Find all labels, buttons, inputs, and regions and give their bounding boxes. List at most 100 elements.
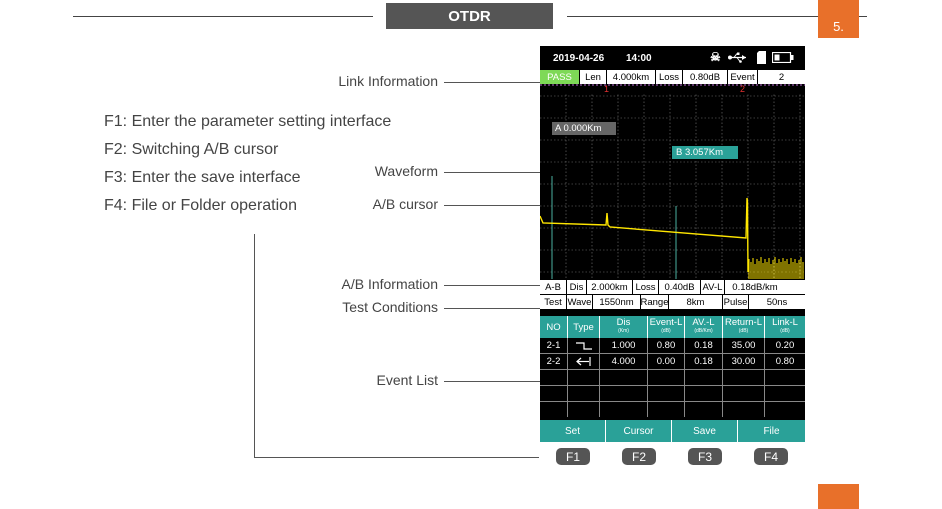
event-return-l: 35.00 [723, 338, 765, 353]
wave-label: Wave [567, 295, 593, 309]
ab-loss-value: 0.40dB [659, 280, 701, 294]
event-no: 2-1 [540, 338, 568, 353]
function-bracket-vertical [254, 234, 255, 458]
battery-icon [772, 52, 794, 63]
sdcard-icon [757, 51, 766, 64]
leader-waveform [444, 172, 540, 173]
event-type [568, 354, 600, 369]
col-type: Type [568, 316, 600, 338]
softkey-bar: Set Cursor Save File [540, 420, 805, 442]
col-return-l: Return-L (dB) [723, 316, 765, 338]
col-dis-label: Dis [616, 317, 631, 328]
otdr-screen: 2019-04-26 14:00 ☠ PASS Len 4.000km Loss… [540, 46, 805, 442]
callout-event-list: Event List [376, 372, 438, 388]
function-desc-f4: F4: File or Folder operation [104, 197, 297, 214]
end-arrow-icon [575, 357, 591, 366]
leader-ab-cursor [444, 205, 540, 206]
ab-dis-label: Dis [567, 280, 587, 294]
header-rule-right [567, 16, 867, 17]
softkey-file[interactable]: File [763, 425, 780, 437]
ab-loss-label: Loss [633, 280, 659, 294]
event-link-l: 0.80 [775, 356, 795, 367]
event-no: 2-2 [540, 354, 568, 369]
f4-key[interactable]: F4 [754, 448, 788, 465]
range-label: Range [641, 295, 669, 309]
step-down-icon [575, 341, 592, 350]
ab-avl-label: AV-L [701, 280, 725, 294]
table-row-empty [540, 370, 805, 386]
col-link-l-label: Link-L [772, 317, 798, 328]
pulse-value: 50ns [766, 296, 788, 308]
function-desc-f3: F3: Enter the save interface [104, 169, 301, 186]
f3-key[interactable]: F3 [688, 448, 722, 465]
event-list: 2-1 1.000 0.80 0.18 35.00 0.20 2-2 4.000… [540, 338, 805, 418]
function-desc-f1: F1: Enter the parameter setting interfac… [104, 113, 392, 130]
col-av-l: AV.-L (dB/Km) [685, 316, 723, 338]
status-date: 2019-04-26 [553, 53, 605, 64]
ab-info-row: A-B Dis 2.000km Loss 0.40dB AV-L 0.18dB/… [540, 280, 805, 295]
event-count: 2 [778, 71, 785, 83]
col-dis: Dis (Km) [600, 316, 648, 338]
cursor-a-label[interactable]: A 0.000Km [552, 122, 616, 135]
link-info-bar: PASS Len 4.000km Loss 0.80dB Event 2 [540, 70, 805, 84]
f2-key[interactable]: F2 [622, 448, 656, 465]
col-av-l-label: AV.-L [692, 317, 715, 328]
col-type-label: Type [573, 321, 594, 333]
test-conditions-row: Test Wave 1550nm Range 8km Pulse 50ns [540, 295, 805, 310]
header-rule-left [73, 16, 373, 17]
ab-info-table: A-B Dis 2.000km Loss 0.40dB AV-L 0.18dB/… [540, 280, 805, 310]
callout-ab-cursor: A/B cursor [372, 196, 438, 212]
usb-icon [728, 52, 746, 63]
callout-waveform: Waveform [374, 163, 438, 179]
col-event-l-label: Event-L [649, 317, 683, 328]
table-row[interactable]: 2-2 4.000 0.00 0.18 30.00 0.80 [540, 354, 805, 370]
event-dis: 4.000 [600, 354, 648, 369]
ab-label: A-B [540, 280, 567, 294]
range-value: 8km [669, 295, 723, 309]
event-label: Event [728, 70, 758, 84]
event-dis: 1.000 [600, 338, 648, 353]
col-av-l-unit: (dB/Km) [694, 328, 713, 334]
event-return-l: 30.00 [723, 354, 765, 369]
leader-link-information [444, 82, 540, 83]
col-link-l: Link-L (dB) [765, 316, 805, 338]
page-corner-tab [818, 484, 859, 509]
len-label: Len [580, 70, 607, 84]
table-row-empty [540, 386, 805, 402]
page-number-tab: 5. [818, 0, 859, 38]
col-return-l-label: Return-L [725, 317, 762, 328]
col-link-l-unit: (dB) [780, 328, 790, 334]
status-bar: 2019-04-26 14:00 ☠ [540, 46, 805, 70]
softkey-save[interactable]: Save [672, 420, 738, 442]
function-bracket-horizontal [254, 457, 539, 458]
len-value: 4.000km [607, 70, 656, 84]
event-list-header: NO Type Dis (Km) Event-L (dB) AV.-L (dB/Km)… [540, 316, 805, 338]
softkey-set[interactable]: Set [540, 420, 606, 442]
f1-key[interactable]: F1 [556, 448, 590, 465]
leader-test-conditions [444, 308, 540, 309]
waveform-graph [540, 84, 805, 279]
wave-value: 1550nm [593, 295, 641, 309]
page-title: OTDR [386, 3, 553, 29]
table-row[interactable]: 2-1 1.000 0.80 0.18 35.00 0.20 [540, 338, 805, 354]
pass-badge: PASS [540, 70, 580, 84]
softkey-cursor[interactable]: Cursor [606, 420, 672, 442]
col-return-l-unit: (dB) [738, 328, 749, 334]
test-label: Test [540, 295, 567, 309]
col-no: NO [540, 316, 568, 338]
col-event-l-unit: (dB) [661, 328, 671, 334]
col-dis-unit: (Km) [618, 328, 629, 334]
event-marker-2: 2 [740, 84, 746, 94]
function-desc-f2: F2: Switching A/B cursor [104, 141, 279, 158]
callout-link-information: Link Information [338, 73, 438, 89]
event-type [568, 338, 600, 353]
event-link-l: 0.20 [775, 340, 795, 351]
callout-test-conditions: Test Conditions [342, 299, 438, 315]
table-row-empty [540, 402, 805, 417]
cursor-b-label[interactable]: B 3.057Km [672, 146, 738, 159]
loss-value: 0.80dB [683, 70, 728, 84]
col-event-l: Event-L (dB) [648, 316, 685, 338]
event-marker-1: 1 [604, 84, 610, 94]
ab-dis-value: 2.000km [587, 280, 633, 294]
event-av-l: 0.18 [685, 354, 723, 369]
